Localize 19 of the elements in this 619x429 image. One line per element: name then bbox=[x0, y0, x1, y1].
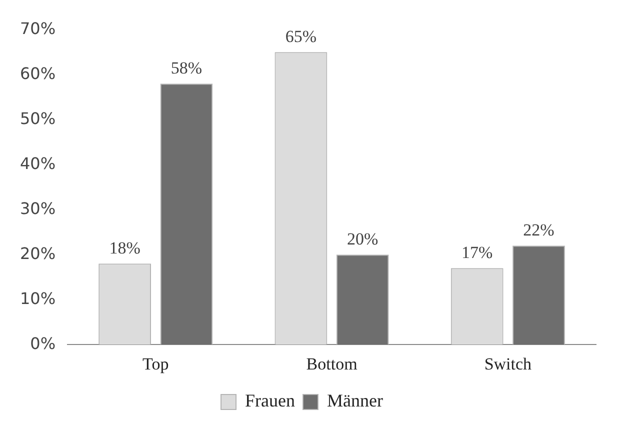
legend-label: Männer bbox=[327, 390, 383, 411]
data-label: 17% bbox=[462, 243, 493, 262]
legend-label: Frauen bbox=[245, 390, 296, 411]
y-tick-label: 30% bbox=[20, 198, 56, 218]
y-tick-label: 50% bbox=[20, 108, 56, 128]
y-tick-label: 0% bbox=[30, 334, 56, 353]
y-tick-label: 60% bbox=[20, 64, 56, 83]
data-label: 20% bbox=[347, 230, 378, 249]
x-tick-label: Switch bbox=[484, 354, 532, 374]
y-tick-label: 70% bbox=[20, 18, 56, 38]
data-label: 18% bbox=[109, 238, 140, 258]
data-label: 22% bbox=[523, 220, 554, 240]
y-tick-label: 40% bbox=[20, 154, 56, 173]
data-label: 58% bbox=[170, 58, 202, 78]
y-tick-label: 10% bbox=[20, 288, 56, 308]
x-tick-label: Top bbox=[142, 354, 169, 374]
y-tick-label: 20% bbox=[20, 244, 56, 263]
x-tick-label: Bottom bbox=[306, 354, 358, 374]
data-label: 65% bbox=[285, 27, 317, 46]
